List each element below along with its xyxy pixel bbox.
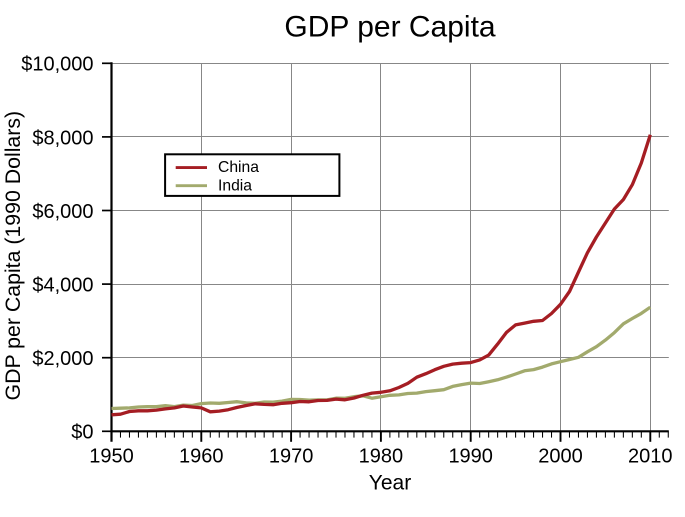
svg-text:Year: Year: [369, 472, 411, 495]
svg-text:$2,000: $2,000: [32, 348, 93, 370]
svg-text:$6,000: $6,000: [32, 201, 93, 223]
svg-text:1960: 1960: [179, 445, 224, 467]
svg-text:2010: 2010: [628, 445, 673, 467]
svg-text:$4,000: $4,000: [32, 275, 93, 297]
svg-text:1950: 1950: [89, 445, 134, 467]
svg-text:$0: $0: [71, 422, 93, 444]
svg-text:China: China: [218, 159, 259, 176]
svg-text:GDP per Capita (1990 Dollars): GDP per Capita (1990 Dollars): [1, 111, 25, 401]
svg-text:$10,000: $10,000: [21, 54, 93, 76]
svg-text:GDP per Capita: GDP per Capita: [284, 10, 496, 43]
svg-text:1980: 1980: [359, 445, 404, 467]
svg-text:1970: 1970: [269, 445, 314, 467]
svg-text:1990: 1990: [448, 445, 493, 467]
svg-text:India: India: [218, 178, 252, 195]
svg-text:2000: 2000: [538, 445, 583, 467]
svg-text:$8,000: $8,000: [32, 127, 93, 149]
